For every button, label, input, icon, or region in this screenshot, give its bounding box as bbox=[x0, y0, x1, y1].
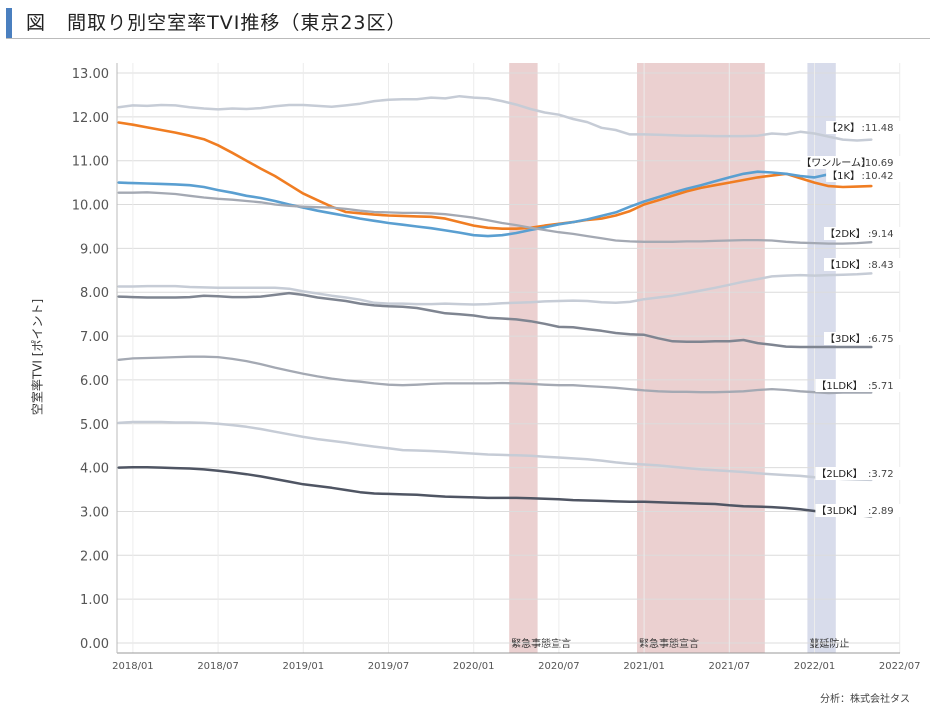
y-tick-label: 1.00 bbox=[80, 593, 109, 608]
series-end-label: 【2LDK】 :3.72 bbox=[815, 467, 901, 480]
series-value-label: :6.75 bbox=[868, 334, 894, 345]
series-value-label: :10.42 bbox=[862, 171, 894, 182]
series-end-label: 【3LDK】 :2.89 bbox=[815, 504, 901, 517]
title-prefix: 図 bbox=[26, 12, 47, 34]
source-credit: 分析：株式会社タス bbox=[820, 694, 910, 705]
series-line bbox=[117, 420, 873, 482]
series-name-label: 【ワンルーム】 bbox=[801, 157, 871, 169]
series-end-label-bg bbox=[800, 156, 901, 169]
page-title: 図 間取り別空室率TVI推移（東京23区） bbox=[26, 8, 407, 35]
y-tick-label: 8.00 bbox=[80, 286, 109, 301]
series-end-label-bg bbox=[824, 332, 901, 345]
x-tick-label: 2020/07 bbox=[538, 661, 580, 672]
series-end-label-bg bbox=[824, 227, 901, 240]
series-end-label-bg bbox=[826, 169, 901, 182]
y-tick-label: 2.00 bbox=[80, 549, 109, 564]
y-tick-label: 11.00 bbox=[72, 155, 109, 170]
x-tick-label: 2019/01 bbox=[283, 661, 325, 672]
series-line bbox=[117, 355, 873, 395]
y-tick-label: 4.00 bbox=[80, 462, 109, 477]
series-end-label: 【2K】:11.48 bbox=[826, 121, 901, 134]
y-tick-label: 9.00 bbox=[80, 242, 109, 257]
series-name-label: 【2DK】 bbox=[825, 228, 866, 240]
title-divider bbox=[6, 38, 930, 39]
x-tick-label: 2019/07 bbox=[368, 661, 410, 672]
series-value-label: :9.14 bbox=[868, 229, 894, 240]
series-end-label: 【1DK】:8.43 bbox=[824, 258, 901, 271]
series-end-label: 【3DK】:6.75 bbox=[824, 332, 901, 345]
series-end-label-bg bbox=[824, 258, 901, 271]
title-text: 間取り別空室率TVI推移（東京23区） bbox=[67, 12, 407, 34]
series-value-label: :8.43 bbox=[868, 260, 894, 271]
y-tick-label: 0.00 bbox=[80, 637, 109, 652]
series-line bbox=[117, 272, 873, 306]
series-line bbox=[117, 121, 873, 230]
series-end-label-bg bbox=[815, 467, 901, 480]
x-tick-label: 2022/01 bbox=[794, 661, 836, 672]
y-tick-label: 10.00 bbox=[72, 199, 109, 214]
series-end-label: 【ワンルーム】:10.69 bbox=[800, 156, 901, 169]
series-name-label: 【1K】 bbox=[827, 170, 860, 182]
series-name-label: 【1DK】 bbox=[825, 259, 866, 271]
series-line bbox=[117, 465, 873, 518]
series-line bbox=[117, 170, 873, 238]
series-line bbox=[117, 94, 873, 142]
y-tick-label: 13.00 bbox=[72, 67, 109, 82]
shaded-period-2 bbox=[637, 63, 765, 653]
series-name-label: 【3LDK】 bbox=[816, 505, 862, 517]
title-accent-bar bbox=[6, 8, 12, 38]
series-value-label: :11.48 bbox=[862, 123, 894, 134]
series-end-label-bg bbox=[815, 504, 901, 517]
y-axis-label: 空室率TVI [ポイント] bbox=[30, 298, 45, 416]
series-end-label-bg bbox=[815, 379, 901, 392]
series-end-label: 【1LDK】 :5.71 bbox=[815, 379, 901, 392]
x-tick-label: 2018/01 bbox=[112, 661, 154, 672]
y-tick-label: 3.00 bbox=[80, 505, 109, 520]
series-name-label: 【3DK】 bbox=[825, 333, 866, 345]
series-value-label: :5.71 bbox=[868, 381, 894, 392]
series-name-label: 【1LDK】 bbox=[816, 380, 862, 392]
y-tick-label: 5.00 bbox=[80, 418, 109, 433]
shaded-period-1 bbox=[509, 63, 538, 653]
series-line bbox=[117, 191, 873, 245]
series-end-label: 【1K】:10.42 bbox=[826, 169, 901, 182]
y-tick-label: 12.00 bbox=[72, 111, 109, 126]
series-value-label: :3.72 bbox=[868, 469, 894, 480]
series-end-label-bg bbox=[826, 121, 901, 134]
series-name-label: 【2K】 bbox=[827, 122, 860, 134]
y-tick-label: 6.00 bbox=[80, 374, 109, 389]
shaded-period-3 bbox=[807, 63, 836, 653]
series-value-label: :10.69 bbox=[862, 158, 894, 169]
x-tick-label: 2021/01 bbox=[623, 661, 665, 672]
series-line bbox=[117, 291, 873, 349]
x-tick-label: 2021/07 bbox=[709, 661, 751, 672]
x-tick-label: 2022/07 bbox=[879, 661, 921, 672]
x-tick-label: 2018/07 bbox=[197, 661, 239, 672]
x-tick-label: 2020/01 bbox=[453, 661, 495, 672]
series-end-label: 【2DK】:9.14 bbox=[824, 227, 901, 240]
series-value-label: :2.89 bbox=[868, 506, 894, 517]
y-tick-label: 7.00 bbox=[80, 330, 109, 345]
series-name-label: 【2LDK】 bbox=[816, 468, 862, 480]
